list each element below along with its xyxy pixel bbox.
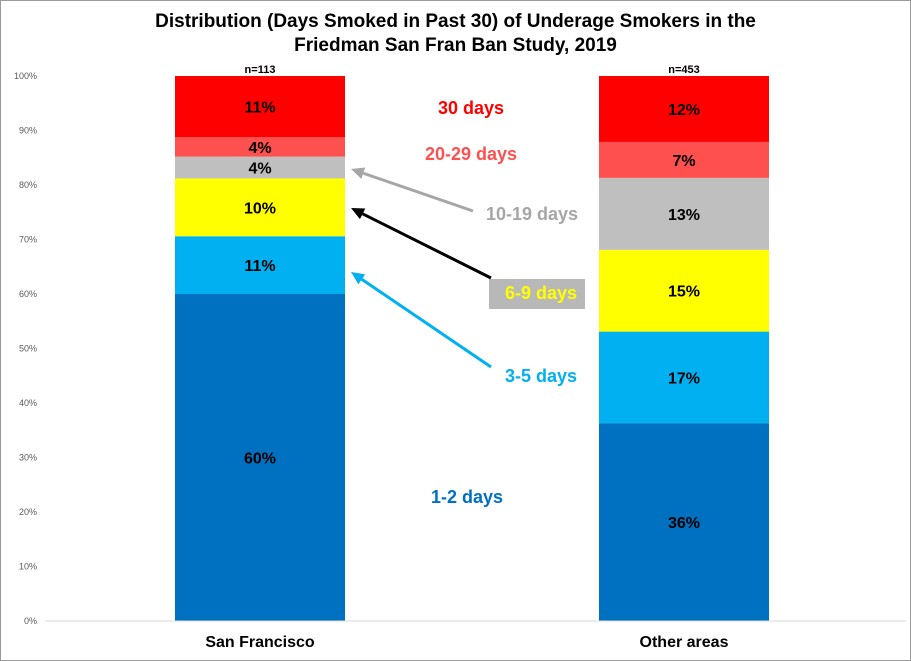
data-label: 15% bbox=[668, 284, 700, 301]
series-label-1-2-days: 1-2 days bbox=[431, 487, 503, 507]
y-tick-label: 10% bbox=[19, 562, 37, 572]
bar-segment-san-francisco-1-2-days bbox=[175, 294, 345, 621]
bar-segment-other-areas-3-5-days bbox=[599, 331, 769, 424]
y-tick-label: 40% bbox=[19, 398, 37, 408]
bar-segment-san-francisco-10-19-days bbox=[175, 156, 345, 179]
data-label: 17% bbox=[668, 370, 700, 387]
arrow-head-3-5-days bbox=[351, 272, 366, 285]
y-tick-label: 20% bbox=[19, 507, 37, 517]
arrow-line-6-9-days bbox=[361, 212, 492, 280]
data-label: 60% bbox=[244, 451, 276, 468]
chart-title-line-1: Distribution (Days Smoked in Past 30) of… bbox=[155, 11, 756, 32]
bar-segment-san-francisco-30-days bbox=[175, 76, 345, 138]
arrow-head-10-19-days bbox=[351, 167, 366, 179]
data-label: 7% bbox=[672, 153, 695, 170]
arrow-head-6-9-days bbox=[351, 208, 366, 220]
y-tick-label: 60% bbox=[19, 289, 37, 299]
series-label-10-19-days: 10-19 days bbox=[486, 204, 578, 224]
y-tick-label: 0% bbox=[24, 616, 37, 626]
data-label: 4% bbox=[248, 140, 271, 157]
bar-segment-san-francisco-6-9-days bbox=[175, 178, 345, 237]
bar-segment-other-areas-20-29-days bbox=[599, 141, 769, 178]
arrow-line-10-19-days bbox=[362, 171, 474, 213]
data-label: 13% bbox=[668, 207, 700, 224]
data-label: 4% bbox=[248, 161, 271, 178]
data-label: 11% bbox=[244, 258, 275, 275]
sample-size-label: n=453 bbox=[668, 64, 700, 76]
x-category-label: San Francisco bbox=[205, 634, 315, 651]
data-label: 11% bbox=[244, 100, 275, 117]
bar-segment-san-francisco-20-29-days bbox=[175, 137, 345, 157]
arrow-line-3-5-days bbox=[360, 278, 492, 369]
bar-segment-san-francisco-3-5-days bbox=[175, 236, 345, 294]
y-tick-label: 30% bbox=[19, 453, 37, 463]
data-label: 36% bbox=[668, 515, 700, 532]
bar-segment-other-areas-6-9-days bbox=[599, 249, 769, 332]
series-label-box-6-9-days bbox=[489, 279, 585, 309]
series-label-20-29-days: 20-29 days bbox=[425, 144, 517, 164]
y-tick-label: 80% bbox=[19, 180, 37, 190]
y-tick-label: 70% bbox=[19, 235, 37, 245]
x-category-label: Other areas bbox=[640, 634, 729, 651]
data-label: 10% bbox=[244, 200, 276, 217]
chart-title-line-2: Friedman San Fran Ban Study, 2019 bbox=[294, 35, 617, 56]
data-label: 12% bbox=[668, 102, 700, 119]
y-tick-label: 90% bbox=[19, 126, 37, 136]
series-label-30-days: 30 days bbox=[438, 98, 504, 118]
bar-segment-other-areas-10-19-days bbox=[599, 177, 769, 250]
series-label-3-5-days: 3-5 days bbox=[505, 366, 577, 386]
y-tick-label: 100% bbox=[14, 71, 37, 81]
bar-segment-other-areas-30-days bbox=[599, 76, 769, 142]
sample-size-label: n=113 bbox=[245, 64, 276, 76]
bar-segment-other-areas-1-2-days bbox=[599, 423, 769, 621]
y-tick-label: 50% bbox=[19, 344, 37, 354]
series-label-box-1-2-days bbox=[416, 479, 516, 515]
series-label-6-9-days: 6-9 days bbox=[505, 283, 577, 303]
